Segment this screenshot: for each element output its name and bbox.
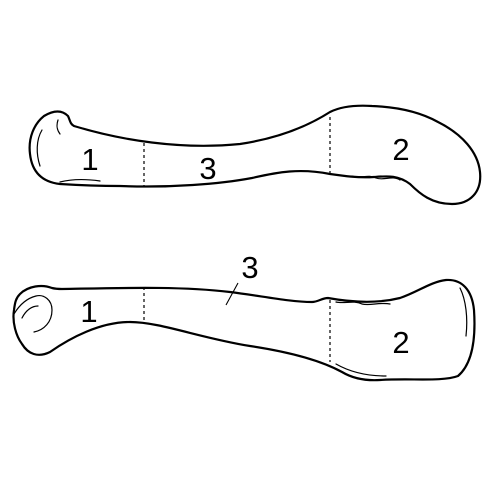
- top-bone-outline: [28, 104, 482, 206]
- bottom-bone-view: 1 3 2: [12, 250, 476, 382]
- bottom-right-end-detail: [459, 287, 468, 337]
- bottom-label-3: 3: [241, 250, 258, 285]
- bottom-label-1: 1: [80, 294, 97, 329]
- bottom-end-knob: [13, 295, 53, 333]
- bottom-bone-outline: [12, 278, 476, 382]
- bottom-underside-line: [335, 363, 387, 377]
- top-label-1: 1: [81, 142, 98, 177]
- top-end-base-line: [59, 179, 101, 183]
- top-label-2: 2: [392, 132, 409, 167]
- bottom-label-2: 2: [392, 325, 409, 360]
- top-end-detail: [36, 129, 43, 167]
- bottom-rough-edge: [335, 301, 391, 306]
- bottom-end-knob-inner: [21, 305, 39, 319]
- top-bone-view: 1 3 2: [28, 104, 482, 206]
- top-end-detail-2: [56, 119, 61, 135]
- bottom-label-3-leader: [225, 282, 239, 306]
- top-label-3: 3: [199, 151, 216, 186]
- top-rough-edge: [351, 175, 401, 181]
